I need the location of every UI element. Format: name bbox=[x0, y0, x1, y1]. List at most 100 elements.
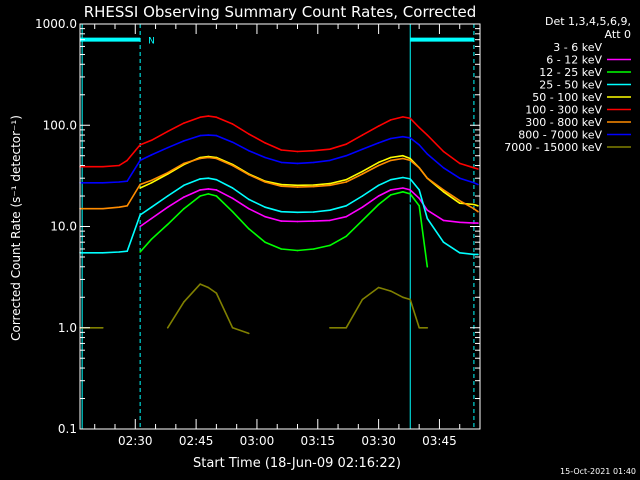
series-5-point-29 bbox=[477, 168, 479, 170]
series-2-point-10 bbox=[215, 195, 218, 197]
y-tick-label-0: 0.1 bbox=[58, 422, 77, 436]
series-4-point-16 bbox=[312, 184, 315, 186]
y-axis-label: Corrected Count Rate (s⁻¹ detector⁻¹) bbox=[9, 115, 23, 341]
series-3-point-2 bbox=[118, 251, 120, 253]
legend-label-0: 3 - 6 keV bbox=[553, 41, 602, 54]
series-3-point-1 bbox=[102, 252, 104, 254]
series-6-point-15 bbox=[296, 186, 299, 188]
series-6-point-22 bbox=[402, 157, 404, 160]
series-4-point-5 bbox=[150, 182, 153, 184]
series-1-point-20 bbox=[377, 195, 380, 197]
series-8-point-7 bbox=[183, 301, 185, 303]
series-7-point-15 bbox=[296, 162, 299, 165]
series-6-point-4 bbox=[139, 183, 141, 186]
series-7-point-7 bbox=[183, 140, 185, 142]
series-5-point-28 bbox=[473, 167, 475, 169]
series-0-point-13 bbox=[264, 244, 266, 247]
series-8-point-10 bbox=[215, 292, 218, 294]
series-7-point-22 bbox=[402, 135, 404, 138]
series-line-2 bbox=[139, 191, 429, 267]
series-3-point-8 bbox=[199, 178, 201, 180]
series-2-point-17 bbox=[329, 244, 331, 247]
series-6-point-10 bbox=[215, 157, 218, 160]
series-3-point-7 bbox=[183, 184, 185, 187]
series-0-point-8 bbox=[199, 201, 201, 203]
series-6-point-28 bbox=[473, 207, 475, 210]
series-1-point-21 bbox=[390, 189, 392, 191]
legend-label-3: 25 - 50 keV bbox=[539, 79, 602, 92]
series-5-point-12 bbox=[248, 133, 250, 135]
series-2-point-20 bbox=[377, 203, 380, 206]
series-0-point-9 bbox=[207, 201, 210, 203]
series-5-point-19 bbox=[361, 134, 364, 136]
series-2-point-15 bbox=[296, 249, 299, 252]
series-7-point-16 bbox=[312, 161, 315, 164]
series-3-point-21 bbox=[390, 178, 392, 181]
series-6-point-11 bbox=[231, 164, 234, 167]
y-tick-label-4: 1000.0 bbox=[35, 17, 77, 31]
series-1-point-11 bbox=[231, 197, 234, 200]
series-8-point-11 bbox=[231, 327, 234, 329]
series-4-point-26 bbox=[442, 191, 445, 193]
series-5-point-13 bbox=[264, 142, 266, 144]
series-5-point-15 bbox=[296, 150, 299, 153]
series-4-point-17 bbox=[329, 182, 331, 185]
series-7-point-3 bbox=[126, 180, 128, 182]
series-1-point-22 bbox=[402, 187, 404, 189]
series-3-point-5 bbox=[150, 206, 153, 208]
series-3-point-13 bbox=[264, 206, 266, 208]
chart-title: RHESSI Observing Summary Count Rates, Co… bbox=[84, 3, 477, 21]
series-8-point-17 bbox=[329, 327, 331, 329]
series-8-point-25 bbox=[426, 327, 429, 329]
series-5-point-1 bbox=[102, 165, 104, 168]
series-6-point-3 bbox=[126, 205, 128, 207]
series-1-point-7 bbox=[183, 196, 185, 198]
series-8-point-19 bbox=[361, 298, 364, 301]
series-5-point-22 bbox=[402, 116, 404, 118]
series-4-point-28 bbox=[473, 203, 475, 206]
series-4-point-27 bbox=[458, 202, 461, 204]
series-2-point-12 bbox=[248, 228, 250, 230]
x-tick-label-5: 03:45 bbox=[422, 434, 457, 448]
series-3-point-3 bbox=[126, 250, 128, 252]
series-3-point-12 bbox=[248, 198, 250, 201]
series-1-point-12 bbox=[248, 207, 250, 210]
series-3-point-23 bbox=[409, 178, 412, 180]
series-1-point-14 bbox=[280, 220, 283, 222]
legend-label-6: 300 - 800 keV bbox=[525, 116, 602, 129]
series-3-point-19 bbox=[361, 195, 364, 197]
series-2-point-14 bbox=[280, 248, 283, 250]
series-4-point-14 bbox=[280, 183, 283, 186]
series-5-point-9 bbox=[207, 115, 210, 117]
series-8-point-22 bbox=[402, 296, 404, 299]
series-8-point-23 bbox=[409, 298, 412, 301]
series-7-point-28 bbox=[473, 182, 475, 184]
series-6-point-24 bbox=[418, 167, 421, 169]
series-7-point-2 bbox=[118, 181, 120, 183]
series-0-point-23 bbox=[409, 202, 412, 204]
series-5-point-14 bbox=[280, 149, 283, 151]
series-7-point-9 bbox=[207, 134, 210, 136]
series-0-point-10 bbox=[215, 205, 218, 207]
series-1-point-26 bbox=[442, 219, 445, 222]
legend-header-line-1: Det 1,3,4,5,6,9, bbox=[545, 15, 631, 28]
series-8-point-9 bbox=[207, 286, 210, 289]
series-1-point-28 bbox=[473, 222, 475, 224]
series-4-point-21 bbox=[390, 156, 392, 159]
series-5-point-3 bbox=[126, 159, 128, 162]
series-1-point-27 bbox=[458, 221, 461, 224]
series-6-point-18 bbox=[345, 181, 348, 183]
x-tick-label-2: 03:00 bbox=[240, 434, 275, 448]
series-5-point-20 bbox=[377, 125, 380, 127]
series-0-point-18 bbox=[345, 238, 348, 240]
series-2-point-5 bbox=[150, 238, 153, 240]
x-tick-label-3: 03:15 bbox=[300, 434, 335, 448]
series-3-point-25 bbox=[426, 217, 429, 220]
series-6-point-6 bbox=[166, 171, 169, 174]
series-6-point-25 bbox=[426, 177, 429, 179]
series-line-6 bbox=[80, 156, 479, 213]
legend-label-7: 800 - 7000 keV bbox=[518, 129, 602, 142]
legend-header-line-2: Att 0 bbox=[605, 28, 631, 41]
series-6-point-1 bbox=[102, 207, 104, 210]
series-6-point-2 bbox=[118, 206, 120, 208]
